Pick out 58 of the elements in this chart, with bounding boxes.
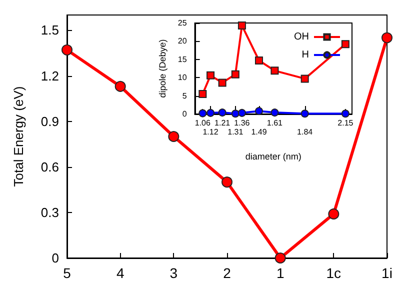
point bbox=[328, 208, 340, 220]
point bbox=[198, 90, 207, 98]
point bbox=[231, 70, 240, 78]
point bbox=[341, 110, 350, 118]
legend-label: OH bbox=[294, 32, 309, 42]
x2-tick-label: 1.49 bbox=[251, 128, 268, 136]
y-tick-label: 1.2 bbox=[40, 68, 59, 84]
point bbox=[254, 56, 263, 64]
x-tick-label: 2.15 bbox=[338, 118, 354, 128]
y-tick-label: 20 bbox=[178, 36, 188, 46]
point bbox=[114, 80, 126, 92]
x2-tick-label: 1.31 bbox=[228, 128, 244, 136]
y-tick-label: 1.5 bbox=[40, 22, 59, 38]
y-tick-label: 0.9 bbox=[40, 114, 59, 129]
point bbox=[341, 40, 350, 48]
point bbox=[238, 108, 246, 117]
x-tick-label: 1.36 bbox=[234, 118, 250, 128]
x-tick-label: 1.06 bbox=[194, 118, 211, 128]
point bbox=[231, 110, 240, 118]
x-tick-label: 1i bbox=[382, 265, 392, 281]
point bbox=[300, 110, 309, 118]
point bbox=[206, 108, 215, 117]
x-tick-label: 3 bbox=[170, 265, 178, 281]
point bbox=[206, 71, 215, 80]
point bbox=[218, 108, 226, 117]
point bbox=[238, 22, 246, 30]
x-tick-label: 1.61 bbox=[266, 118, 284, 128]
x-tick-label: 1 bbox=[276, 265, 284, 281]
point bbox=[270, 66, 279, 75]
x2-tick-label: 1.12 bbox=[202, 128, 219, 136]
x-tick-label: 5 bbox=[63, 265, 72, 281]
point bbox=[274, 252, 286, 264]
point bbox=[382, 32, 392, 44]
x-tick-label: 4 bbox=[116, 265, 124, 281]
y-axis-title: Total Energy (eV) bbox=[11, 86, 26, 187]
point bbox=[168, 131, 180, 142]
point bbox=[218, 78, 226, 87]
x-axis-title: diameter (nm) bbox=[245, 152, 302, 162]
point bbox=[62, 44, 72, 56]
y-tick-label: 5 bbox=[182, 91, 188, 100]
legend-label: H bbox=[302, 50, 309, 60]
y-tick-label: 15 bbox=[178, 54, 188, 64]
point bbox=[198, 109, 207, 118]
point bbox=[270, 108, 279, 117]
x-tick-label: 1c bbox=[326, 265, 342, 281]
y-tick-label: 0 bbox=[52, 250, 59, 266]
x-tick-label: 1.21 bbox=[214, 118, 231, 128]
point bbox=[254, 107, 263, 116]
y-tick-label: 0 bbox=[182, 110, 188, 118]
y-axis-title: dipole (Debye) bbox=[158, 39, 168, 98]
point bbox=[300, 74, 309, 83]
y-tick-label: 0.6 bbox=[40, 159, 59, 174]
y-tick-label: 10 bbox=[178, 73, 188, 82]
point bbox=[222, 176, 232, 188]
y-tick-label: 25 bbox=[178, 18, 188, 28]
x-tick-label: 2 bbox=[223, 265, 232, 281]
y-tick-label: 0.3 bbox=[40, 204, 59, 220]
x2-tick-label: 1.84 bbox=[297, 128, 314, 136]
